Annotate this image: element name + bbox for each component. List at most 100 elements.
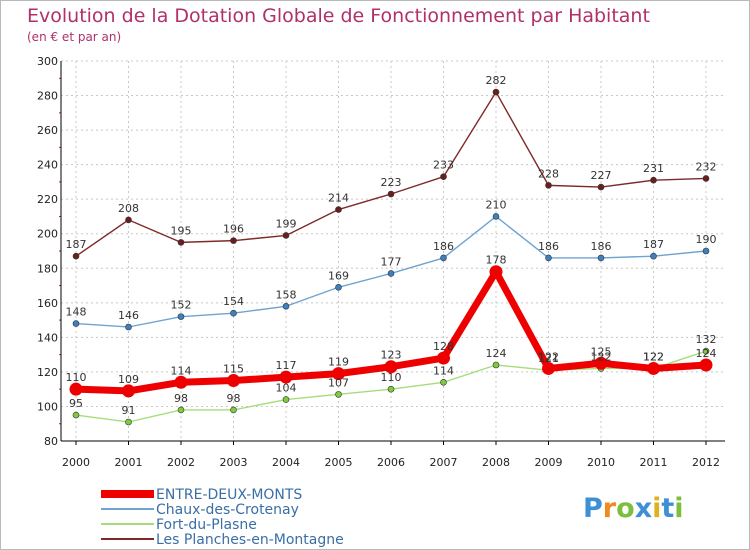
data-label: 186: [591, 240, 612, 253]
x-tick-label: 2000: [62, 456, 90, 469]
data-point: [125, 418, 132, 426]
data-label: 199: [276, 217, 297, 230]
data-label: 114: [171, 364, 192, 377]
data-point: [177, 406, 185, 414]
data-label: 154: [223, 295, 244, 308]
data-label: 91: [122, 404, 136, 417]
data-label: 152: [171, 299, 192, 312]
data-point: [387, 270, 395, 277]
y-tick-label: 280: [37, 90, 58, 103]
data-point: [702, 347, 710, 355]
data-point: [650, 252, 657, 260]
data-point: [230, 406, 237, 414]
series-chaux-des-crotenay: [72, 213, 710, 331]
data-point: [545, 182, 552, 189]
x-tick-label: 2007: [430, 456, 458, 469]
legend-label: Fort-du-Plasne: [156, 517, 257, 533]
data-label: 158: [276, 288, 297, 301]
x-tick-label: 2012: [692, 456, 720, 469]
data-point: [440, 254, 447, 262]
x-tick-label: 2009: [535, 456, 563, 469]
data-point: [545, 254, 552, 262]
data-label: 208: [118, 202, 139, 215]
data-label: 177: [381, 255, 402, 268]
data-point: [440, 173, 447, 181]
data-label: 117: [276, 359, 297, 372]
proxiti-logo: Proxiti: [583, 493, 684, 524]
data-point: [387, 190, 395, 198]
data-point: [437, 351, 450, 365]
x-tick-label: 2008: [482, 456, 510, 469]
series-entre-deux-monts: [69, 265, 713, 398]
data-label: 124: [696, 347, 717, 360]
data-label: 128: [433, 340, 454, 353]
legend-label: Les Planches-en-Montagne: [156, 532, 344, 548]
data-label: 119: [328, 356, 349, 369]
data-point: [279, 370, 293, 384]
y-tick-label: 200: [37, 228, 58, 241]
data-label: 124: [486, 347, 507, 360]
x-tick-label: 2002: [167, 456, 195, 469]
data-point: [702, 175, 710, 182]
data-label: 214: [328, 192, 349, 205]
data-label: 169: [328, 269, 349, 282]
data-point: [647, 361, 660, 375]
data-label: 282: [486, 74, 507, 87]
data-label: 132: [696, 333, 717, 346]
y-tick-label: 100: [37, 400, 58, 413]
data-label: 125: [591, 345, 612, 358]
y-tick-label: 140: [37, 331, 58, 344]
data-label: 122: [591, 350, 612, 363]
data-label: 104: [276, 382, 297, 395]
data-label: 232: [696, 160, 717, 173]
data-label: 210: [486, 198, 507, 211]
y-tick-label: 180: [37, 262, 58, 275]
data-label: 231: [643, 162, 664, 175]
data-label: 187: [643, 238, 664, 251]
x-tick-label: 2001: [115, 456, 143, 469]
data-point: [177, 239, 185, 246]
y-tick-label: 240: [37, 159, 58, 172]
data-label: 186: [433, 240, 454, 253]
data-label: 195: [171, 224, 192, 237]
data-point: [332, 367, 345, 381]
data-point: [597, 254, 605, 262]
data-point: [702, 247, 710, 255]
data-point: [335, 283, 342, 291]
data-point: [72, 252, 80, 260]
data-point: [387, 385, 395, 393]
data-point: [122, 384, 135, 398]
data-point: [699, 358, 713, 372]
data-label: 110: [381, 371, 402, 384]
data-point: [489, 265, 503, 279]
axes: 80 100 120 140 160 180 200 220 240 260 280 300 2000 2…: [37, 55, 725, 469]
x-tick-label: 2011: [640, 456, 668, 469]
data-label: 122: [538, 350, 559, 363]
x-tick-label: 2004: [272, 456, 300, 469]
series-lines: [69, 88, 713, 426]
x-tick-label: 2006: [377, 456, 405, 469]
data-point: [594, 356, 608, 370]
data-label: 228: [538, 167, 559, 180]
data-point: [282, 232, 290, 239]
data-point: [230, 237, 237, 244]
data-label: 186: [538, 240, 559, 253]
data-label: 98: [174, 392, 188, 405]
data-point: [542, 361, 555, 375]
data-point: [492, 88, 500, 96]
data-point: [230, 309, 237, 317]
data-point: [125, 216, 132, 224]
y-tick-label: 260: [37, 124, 58, 137]
data-point: [69, 382, 83, 396]
data-label: 122: [643, 350, 664, 363]
data-point: [650, 176, 657, 184]
data-label: 95: [69, 397, 83, 410]
data-point: [72, 320, 80, 327]
chart-subtitle: (en € et par an): [27, 30, 121, 44]
data-label: 109: [118, 373, 139, 386]
data-point: [282, 302, 290, 310]
x-tick-label: 2003: [220, 456, 248, 469]
data-point: [492, 361, 500, 369]
y-tick-label: 160: [37, 297, 58, 310]
